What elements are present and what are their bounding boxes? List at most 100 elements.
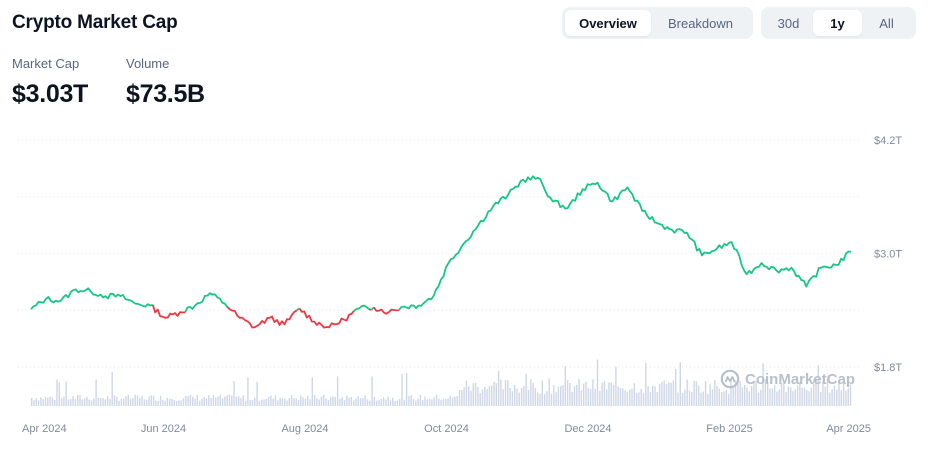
volume-bar [426,399,428,406]
volume-bar [541,380,543,406]
volume-bar [431,399,433,406]
volume-bar [196,395,198,406]
volume-bar [670,382,672,406]
volume-bar [732,387,734,406]
volume-bar [564,366,566,406]
volume-bar [401,373,403,406]
volume-bar [629,389,631,406]
volume-bar [362,398,364,406]
volume-bar [633,383,635,406]
volume-bar [695,381,698,406]
volume-bar [493,381,495,406]
volume-bar [132,398,134,406]
volume-bar [762,363,764,406]
volume-bar [65,381,67,406]
coinmarketcap-logo-icon [720,369,740,389]
volume-bar [366,399,369,406]
volume-bar [97,398,100,406]
volume-bar [748,391,750,406]
volume-bar [560,386,562,406]
volume-bar [231,395,233,406]
volume-bar [325,398,327,406]
volume-bar [661,381,663,406]
volume-bar [210,398,212,406]
volume-bar [433,397,435,406]
volume-bar [106,396,109,406]
volume-bar [139,397,141,406]
volume-bar [334,397,336,406]
volume-bar [773,385,776,406]
volume-bar [507,380,509,406]
volume-bar [320,396,323,406]
volume-bar [49,396,51,406]
volume-bar [760,389,762,406]
volume-bar [753,381,755,406]
volume-bar [665,383,668,406]
volume-bar [484,386,486,406]
volume-bar [686,379,688,406]
volume-bar [688,390,691,406]
volume-bar [150,395,152,406]
volume-bar [392,397,394,406]
y-tick-label: $3.0T [874,249,902,261]
volume-bar [51,397,54,406]
volume-bar [129,398,132,406]
volume-bar [833,385,836,406]
volume-bar [40,397,42,406]
tab-breakdown[interactable]: Breakdown [667,15,734,31]
volume-bar [479,392,481,406]
volume-bar [838,382,840,406]
volume-bar [566,380,569,406]
volume-bar [477,386,479,406]
volume-bar [495,383,497,406]
y-tick-label: $1.8T [874,362,902,374]
volume-bar [831,389,833,406]
range-30d-button[interactable]: 30d [777,15,800,31]
volume-bar [169,398,171,406]
volume-bar [849,384,852,406]
volume-bar [555,392,557,406]
volume-bar [537,392,539,406]
volume-bar [235,396,238,406]
volume-bar [801,387,803,406]
volume-bar [309,399,311,406]
volume-bar [836,389,838,406]
volume-bar [813,379,815,406]
volume-bar [734,380,737,406]
volume-bar [815,379,817,406]
volume-bar [281,398,284,406]
volume-bar [70,398,72,406]
volume-bar [691,391,693,406]
tab-overview[interactable]: Overview [565,10,651,36]
volume-bar [171,399,173,406]
volume-bar [707,393,709,406]
volume-bar [201,399,203,406]
range-1y-button[interactable]: 1y [813,10,862,36]
volume-bar [136,395,139,406]
volume-bar [725,389,727,406]
volume-bar [56,379,58,406]
volume-bar [819,392,822,406]
market-cap-line-down [298,307,355,329]
volume-bar [180,400,182,406]
volume-bar [730,379,732,406]
volume-bar [424,396,426,406]
volume-label: Volume [126,56,170,71]
volume-bar [311,377,313,406]
volume-bar [649,391,652,406]
volume-bar [785,391,787,406]
volume-bar [502,389,504,406]
volume-bar [456,396,458,406]
volume-bar [72,395,74,406]
volume-bar [152,395,155,406]
volume-bar [284,398,286,406]
volume-bar [640,388,642,406]
range-all-button[interactable]: All [879,15,894,31]
market-cap-line-up [353,304,370,312]
volume-bar [405,373,408,406]
volume-bar [488,386,491,406]
range-toggle: 30d 1y All [761,7,916,39]
volume-bar [339,398,341,406]
volume-bar [702,391,704,406]
